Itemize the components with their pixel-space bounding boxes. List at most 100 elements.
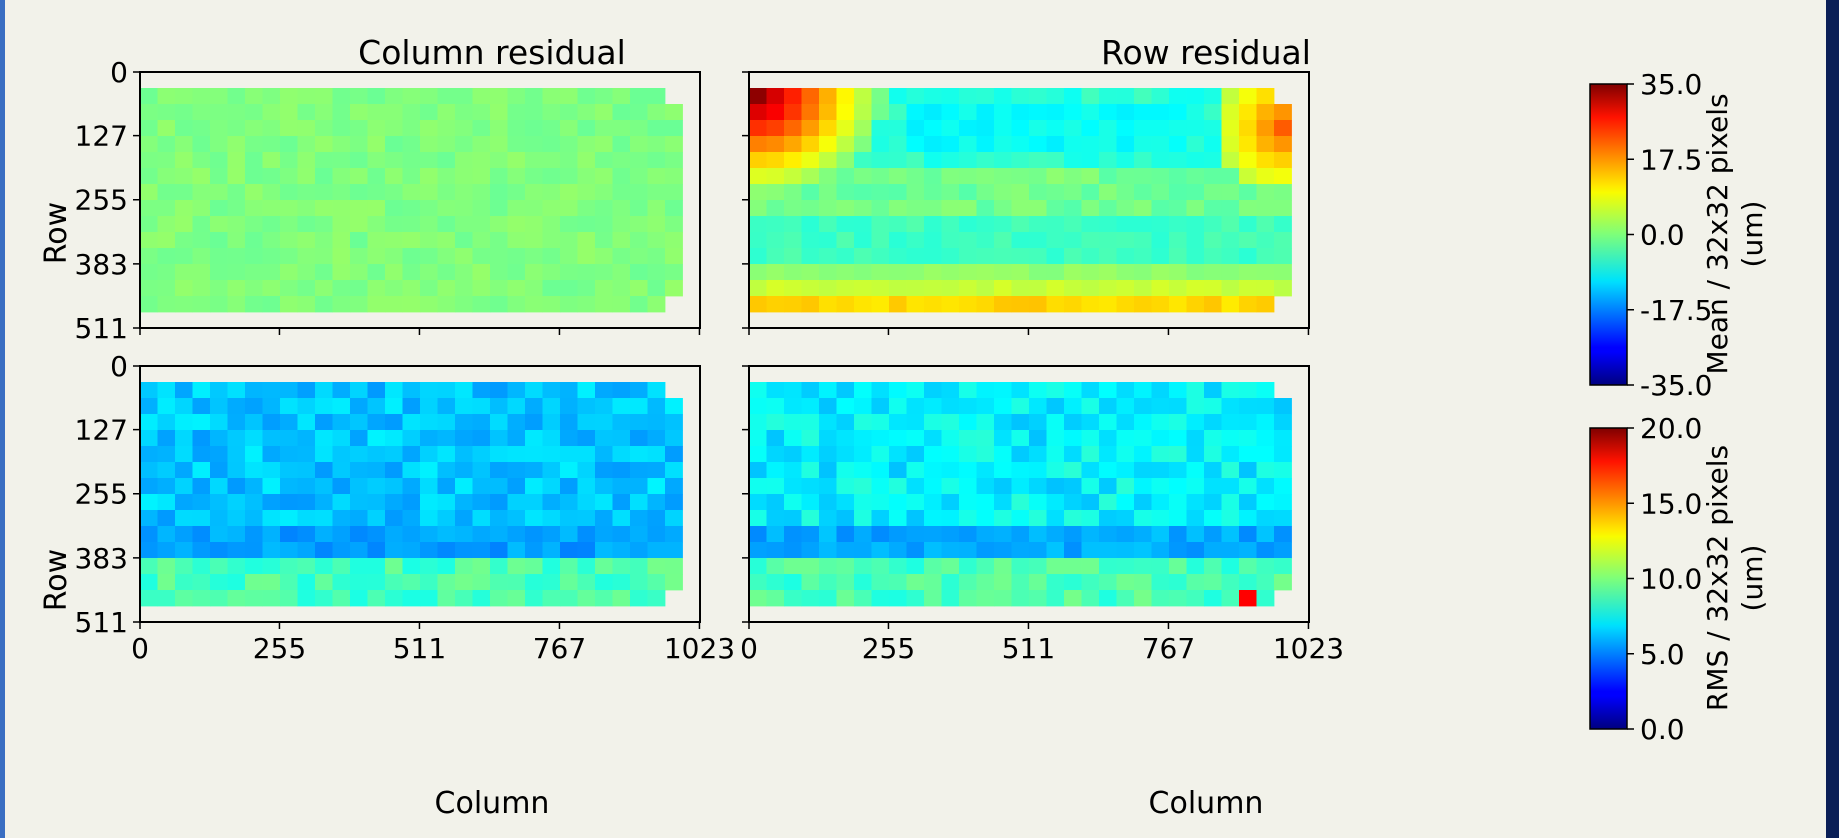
heatmap-cell [924,494,942,511]
heatmap-cell [437,200,456,217]
heatmap-cell [1081,104,1100,121]
heatmap-cell [1256,382,1275,399]
heatmap-cell [976,136,995,153]
heatmap-cell [525,104,543,121]
heatmap-cell [994,382,1012,399]
heatmap-cell [819,104,837,121]
heatmap-cell [192,136,211,153]
heatmap-cell [560,88,578,105]
heatmap-cell [766,120,785,137]
heatmap-cell [612,382,631,399]
heatmap-cell [210,232,228,249]
heatmap-cell [367,414,386,431]
x-tick-label: 0 [131,632,149,665]
heatmap-cell [1186,510,1205,527]
heatmap-cell [1239,88,1257,105]
heatmap-cell [941,296,960,313]
heatmap-cell [1239,526,1257,543]
heatmap-cell [906,200,925,217]
heatmap-cell [630,184,648,201]
heatmap-cell [542,414,561,431]
heatmap-cell [801,120,820,137]
heatmap-cell [1046,462,1065,479]
heatmap-cell [420,558,438,575]
heatmap-cell [157,136,176,153]
heatmap-cell [367,590,386,607]
heatmap-cell [472,478,491,495]
heatmap-cell [350,446,368,463]
heatmap-cell [924,232,942,249]
heatmap-cell [175,216,193,233]
heatmap-cell [819,200,837,217]
heatmap-cell [836,382,855,399]
heatmap-cell [647,200,666,217]
heatmap-cell [385,200,403,217]
heatmap-cell [420,136,438,153]
heatmap-cell [245,478,263,495]
heatmap-cell [315,120,333,137]
heatmap-cell [784,248,802,265]
heatmap-cell [1151,296,1170,313]
heatmap-cell [941,216,960,233]
heatmap-cell [595,382,613,399]
heatmap-cell [577,152,596,169]
heatmap-cell [262,296,281,313]
heatmap-cell [490,184,508,201]
heatmap-cell [766,526,785,543]
heatmap-cell [801,264,820,281]
heatmap-cell [1134,168,1152,185]
heatmap-cell [1221,414,1240,431]
heatmap-cell [402,248,421,265]
heatmap-cell [332,382,351,399]
heatmap-cell [941,200,960,217]
heatmap-cell [976,590,995,607]
heatmap-cell [941,542,960,559]
heatmap-cell [385,216,403,233]
heatmap-cell [560,216,578,233]
heatmap-cell [245,542,263,559]
heatmap-cell [1169,120,1187,137]
heatmap-cell [630,232,648,249]
heatmap-cell [1116,446,1135,463]
heatmap-cell [455,478,473,495]
heatmap-cell [350,414,368,431]
heatmap-cell [595,168,613,185]
heatmap-cell [612,152,631,169]
heatmap-cell [1239,430,1257,447]
heatmap-cell [472,120,491,137]
heatmap-cell [297,382,316,399]
title-column-residual: Column residual [358,33,626,72]
heatmap-cell [784,462,802,479]
heatmap-cell [1274,542,1292,559]
heatmap-cell [280,558,298,575]
heatmap-cell [350,168,368,185]
heatmap-cell [1099,494,1117,511]
heatmap-cell [245,558,263,575]
heatmap-cell [976,152,995,169]
heatmap-cell [1046,574,1065,591]
heatmap-cell [1099,446,1117,463]
heatmap-cell [227,152,246,169]
heatmap-cell [577,216,596,233]
heatmap-cell [297,216,316,233]
heatmap-cell [906,398,925,415]
heatmap-cell [210,398,228,415]
heatmap-cell [1116,478,1135,495]
heatmap-cell [1256,542,1275,559]
heatmap-cell [665,264,683,281]
heatmap-cell [819,152,837,169]
heatmap-cell [1204,280,1222,297]
heatmap-cell [1134,494,1152,511]
heatmap-cell [525,152,543,169]
heatmap-cell [941,462,960,479]
heatmap-cell [245,462,263,479]
heatmap-cell [924,526,942,543]
heatmap-cell [367,510,386,527]
heatmap-cell [1151,526,1170,543]
heatmap-cell [455,446,473,463]
heatmap-cell [560,200,578,217]
heatmap-cell [612,446,631,463]
heatmap-cell [1151,104,1170,121]
heatmap-cell [455,280,473,297]
heatmap-cell [749,542,767,559]
